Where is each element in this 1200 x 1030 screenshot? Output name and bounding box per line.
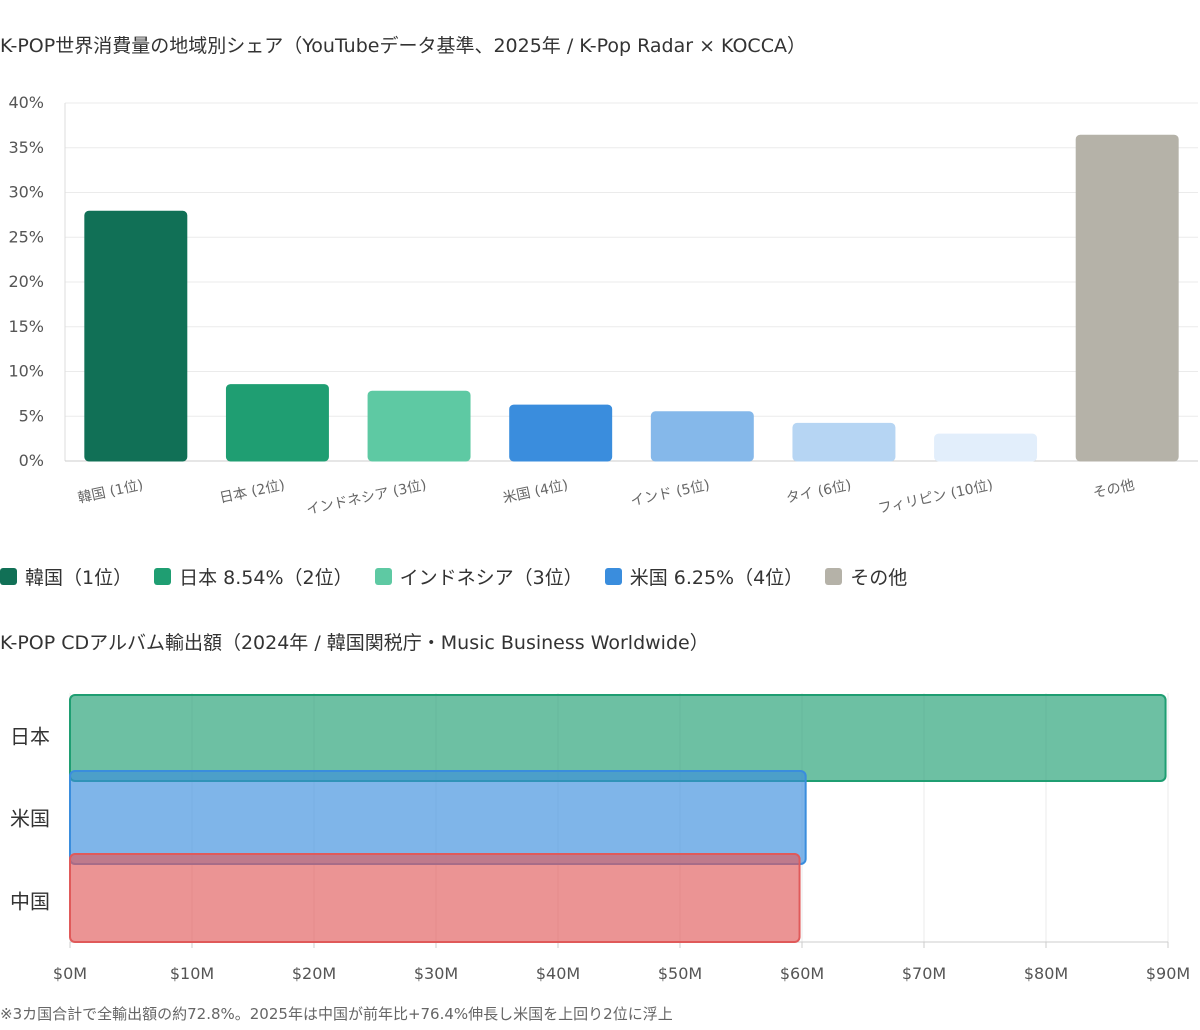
legend-item-japan: 日本 8.54%（2位）	[154, 563, 353, 590]
x-tick-label: $60M	[780, 964, 824, 983]
bar	[69, 770, 807, 865]
x-tick-label: $90M	[1146, 964, 1190, 983]
legend-item-korea: 韓国（1位）	[0, 563, 132, 590]
legend-label: 日本 8.54%（2位）	[179, 567, 353, 589]
x-tick-label: $0M	[53, 964, 87, 983]
legend-swatch	[154, 568, 172, 585]
x-tick-label: $40M	[536, 964, 580, 983]
bar	[934, 433, 1038, 462]
share-legend: 韓国（1位） 日本 8.54%（2位） インドネシア（3位） 米国 6.25%（…	[0, 563, 929, 590]
x-tick-label: $20M	[292, 964, 336, 983]
bar	[792, 422, 896, 462]
bar	[650, 411, 754, 462]
y-category-label: 米国	[10, 807, 50, 831]
legend-swatch	[825, 568, 843, 585]
x-tick-label: $30M	[414, 964, 458, 983]
x-tick-label: $80M	[1024, 964, 1068, 983]
bar	[84, 210, 188, 462]
legend-swatch	[0, 568, 17, 585]
y-tick-label: 40%	[8, 93, 44, 112]
export-bar-chart: $0M $10M $20M $30M $40M $50M $60M $70M $80M $90M 日…	[10, 693, 1190, 983]
y-tick-label: 10%	[8, 362, 44, 381]
y-tick-label: 35%	[8, 138, 44, 157]
bar	[1075, 134, 1179, 462]
share-bar-chart: 0%5%10%15%20%25%30%35%40%韓国 (1位) 日本 (2位) イ…	[8, 93, 1198, 518]
legend-item-indonesia: インドネシア（3位）	[374, 563, 583, 590]
x-tick-label: $10M	[170, 964, 214, 983]
legend-label: 米国 6.25%（4位）	[629, 567, 804, 589]
x-tick-label: $50M	[658, 964, 702, 983]
legend-item-usa: 米国 6.25%（4位）	[604, 563, 804, 590]
bar	[367, 390, 471, 462]
legend-label: 韓国（1位）	[25, 567, 133, 589]
y-tick-label: 0%	[19, 451, 44, 470]
chart-title-export: K-POP CDアルバム輸出額（2024年 / 韓国関税庁・Music Busi…	[0, 632, 709, 654]
footnote: ※3カ国合計で全輸出額の約72.8%。2025年は中国が前年比+76.4%伸長し…	[0, 1005, 673, 1023]
bar	[225, 384, 329, 462]
legend-item-other: その他	[825, 563, 907, 590]
chart-title-share: K-POP世界消費量の地域別シェア（YouTubeデータ基準、2025年 / K…	[0, 35, 806, 57]
legend-label: インドネシア（3位）	[399, 567, 583, 589]
y-tick-label: 30%	[8, 183, 44, 202]
bar	[69, 694, 1167, 782]
y-category-label: 日本	[10, 725, 50, 749]
y-tick-label: 25%	[8, 227, 44, 246]
y-tick-label: 20%	[8, 272, 44, 291]
legend-swatch	[374, 568, 392, 585]
y-tick-label: 15%	[8, 317, 44, 336]
y-category-label: 中国	[10, 890, 50, 914]
bar	[509, 404, 613, 462]
legend-swatch	[604, 568, 622, 585]
legend-label: その他	[850, 567, 908, 589]
y-tick-label: 5%	[19, 406, 44, 425]
bar	[69, 853, 801, 944]
x-tick-label: $70M	[902, 964, 946, 983]
